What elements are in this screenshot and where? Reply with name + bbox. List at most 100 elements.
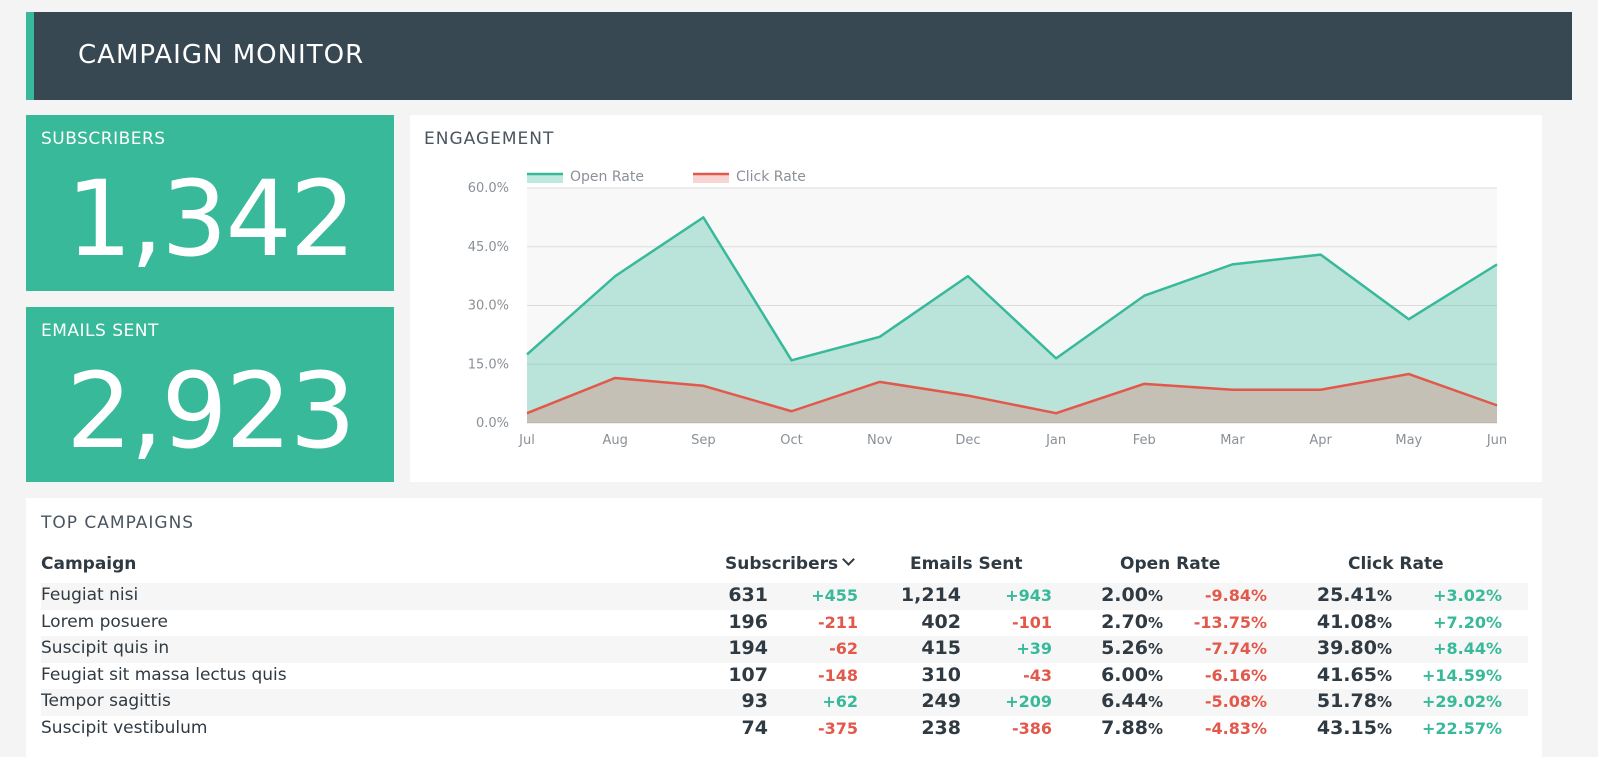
percent-symbol: %: [1147, 693, 1163, 711]
open-rate-value: 7.88%: [1101, 717, 1163, 739]
percent-symbol: %: [1147, 640, 1163, 658]
series-line-2: [526, 372, 1498, 415]
open-rate-value: 2.00%: [1101, 584, 1163, 606]
table-row[interactable]: Feugiat sit massa lectus quis 107 -148 310 -…: [41, 663, 1528, 690]
percent-symbol: %: [1147, 666, 1163, 685]
dashboard-title: CAMPAIGN MONITOR: [78, 40, 365, 70]
open-rate-delta: -9.84%: [1204, 586, 1267, 605]
engagement-chart: 0.0% 15.0% 30.0% 45.0% 60.0% Jul Aug Sep Oct Nov D…: [468, 169, 1507, 448]
x-tick-label: Oct: [780, 433, 802, 448]
subscribers-value: 194: [728, 637, 768, 659]
subscribers-delta: +455: [811, 586, 858, 605]
percent-symbol: %: [1376, 587, 1392, 605]
open-rate-number: 2.70: [1101, 610, 1148, 633]
x-tick-label: Jun: [1486, 433, 1507, 448]
legend-swatch: [693, 174, 729, 183]
click-rate-value: 43.15%: [1317, 717, 1392, 739]
y-tick-label: 15.0%: [468, 357, 509, 372]
open-rate-delta: -13.75%: [1193, 612, 1267, 632]
x-tick-label: May: [1395, 433, 1422, 448]
percent-symbol: %: [1147, 613, 1163, 632]
column-header-click-rate[interactable]: Click Rate: [1348, 554, 1444, 574]
campaign-name: Suscipit quis in: [41, 638, 170, 658]
emails-sent-delta: -43: [1023, 665, 1052, 685]
subscribers-value: 631: [728, 584, 768, 606]
subscribers-value: 107: [728, 663, 768, 686]
click-rate-number: 51.78: [1316, 690, 1377, 712]
subscribers-delta: -148: [817, 665, 858, 685]
click-rate-delta: +22.57%: [1421, 718, 1502, 738]
click-rate-delta: +3.02%: [1433, 586, 1502, 605]
emails-sent-delta: +39: [1016, 639, 1052, 658]
series-line-1: [526, 216, 1498, 362]
subscribers-kpi-value: 1,342: [66, 158, 356, 280]
x-tick-label: Nov: [867, 433, 893, 448]
emails-sent-delta: +209: [1005, 692, 1052, 711]
emails-sent-delta: -386: [1011, 718, 1052, 738]
click-rate-value: 39.80%: [1317, 637, 1392, 659]
click-rate-delta: +7.20%: [1433, 612, 1502, 632]
open-rate-value: 6.44%: [1101, 690, 1163, 712]
emails-sent-value: 310: [921, 663, 961, 686]
subscribers-delta: -211: [817, 612, 858, 632]
x-tick-label: Jan: [1045, 433, 1066, 448]
top-campaigns-title: TOP CAMPAIGNS: [41, 513, 195, 533]
emails-sent-kpi-value: 2,923: [66, 350, 356, 472]
table-row[interactable]: Feugiat nisi 631 +455 1,214 +943 2.00% -9.84% 2…: [41, 583, 1528, 610]
click-rate-number: 39.80: [1316, 637, 1377, 659]
subscribers-value: 196: [728, 610, 768, 633]
emails-sent-value: 238: [921, 716, 961, 739]
table-row[interactable]: Tempor sagittis 93 +62 249 +209 6.44% -5.08% 51…: [41, 689, 1528, 716]
table-row[interactable]: Suscipit quis in 194 -62 415 +39 5.26% -7.74% 3…: [41, 636, 1528, 663]
click-rate-number: 41.08: [1316, 610, 1377, 633]
percent-symbol: %: [1376, 613, 1392, 632]
subscribers-kpi-label: SUBSCRIBERS: [41, 129, 166, 149]
open-rate-number: 6.00: [1101, 663, 1148, 686]
column-header-open-rate[interactable]: Open Rate: [1120, 554, 1221, 574]
series-area-1: [527, 217, 1497, 423]
top-campaigns-panel: TOP CAMPAIGNS Campaign Subscribers Email…: [26, 498, 1542, 757]
click-rate-number: 43.15: [1316, 716, 1377, 739]
click-rate-delta: +29.02%: [1421, 692, 1502, 711]
table-header: Campaign Subscribers Emails Sent Open Ra…: [41, 553, 1528, 578]
dashboard-header: CAMPAIGN MONITOR: [26, 12, 1572, 100]
x-tick-label: Aug: [602, 433, 627, 448]
series-area-2: [527, 374, 1497, 423]
y-tick-label: 0.0%: [476, 416, 509, 431]
subscribers-delta: -62: [829, 639, 858, 658]
open-rate-number: 6.44: [1101, 690, 1148, 712]
subscribers-kpi-card: SUBSCRIBERS 1,342: [26, 115, 394, 291]
column-header-subscribers[interactable]: Subscribers: [725, 553, 855, 574]
table-row[interactable]: Lorem posuere 196 -211 402 -101 2.70% -13.75% 4…: [41, 610, 1528, 637]
column-header-emails-sent[interactable]: Emails Sent: [910, 554, 1023, 574]
percent-symbol: %: [1376, 666, 1392, 685]
column-header-subscribers-label: Subscribers: [725, 554, 839, 574]
open-rate-delta: -5.08%: [1204, 692, 1267, 711]
click-rate-value: 41.65%: [1317, 664, 1392, 686]
campaign-name: Feugiat nisi: [41, 585, 139, 605]
emails-sent-value: 415: [921, 637, 961, 659]
percent-symbol: %: [1147, 587, 1163, 605]
subscribers-value: 93: [741, 690, 768, 712]
campaign-name: Tempor sagittis: [41, 691, 171, 711]
campaign-name: Lorem posuere: [41, 611, 168, 632]
click-rate-delta: +8.44%: [1433, 639, 1502, 658]
subscribers-delta: +62: [822, 692, 858, 711]
engagement-title: ENGAGEMENT: [424, 129, 555, 149]
open-rate-number: 5.26: [1101, 637, 1148, 659]
percent-symbol: %: [1376, 693, 1392, 711]
click-rate-number: 25.41: [1316, 584, 1377, 606]
open-rate-number: 7.88: [1101, 716, 1148, 739]
legend-label: Open Rate: [570, 169, 644, 185]
click-rate-number: 41.65: [1316, 663, 1377, 686]
percent-symbol: %: [1147, 719, 1163, 738]
table-row[interactable]: Suscipit vestibulum 74 -375 238 -386 7.88% -4.…: [41, 716, 1528, 743]
emails-sent-value: 1,214: [900, 584, 961, 606]
x-tick-label: Sep: [691, 433, 716, 448]
open-rate-delta: -6.16%: [1204, 665, 1267, 685]
emails-sent-delta: -101: [1011, 612, 1052, 632]
column-header-campaign[interactable]: Campaign: [41, 554, 137, 574]
x-tick-label: Jul: [518, 433, 535, 448]
y-tick-label: 60.0%: [468, 181, 509, 196]
emails-sent-value: 249: [921, 690, 961, 712]
